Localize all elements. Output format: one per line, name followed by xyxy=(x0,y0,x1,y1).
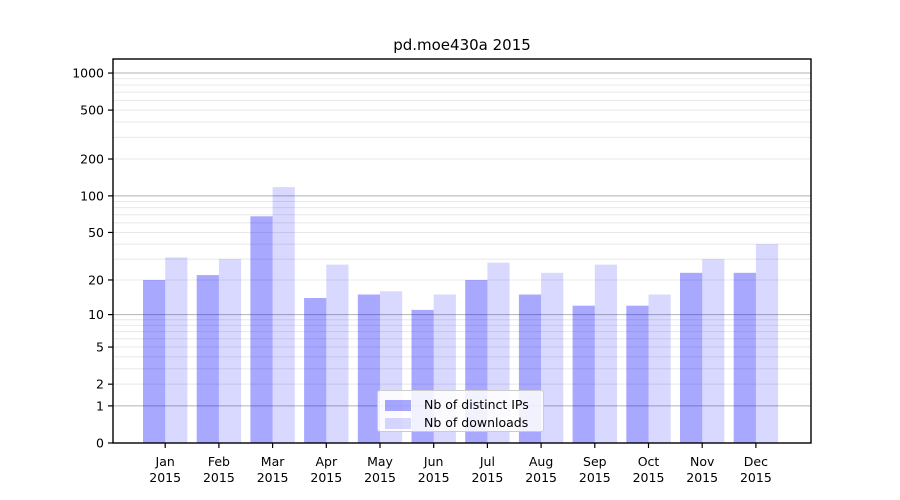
x-tick-label-month: Oct xyxy=(638,454,660,469)
x-tick-label-year: 2015 xyxy=(418,470,450,485)
x-tick-label-month: Feb xyxy=(208,454,230,469)
x-tick-label-month: Mar xyxy=(261,454,285,469)
y-tick-label: 0 xyxy=(96,436,104,451)
bar-ips-apr xyxy=(304,298,327,443)
x-tick-label-month: Aug xyxy=(529,454,553,469)
x-tick-label-year: 2015 xyxy=(257,470,289,485)
legend-swatch-distinct-ips xyxy=(385,400,411,411)
legend-row-distinct-ips: Nb of distinct IPs xyxy=(385,398,543,413)
x-tick-label-year: 2015 xyxy=(364,470,396,485)
y-tick-label: 5 xyxy=(96,340,104,355)
axes-frame xyxy=(112,58,812,444)
x-tick-label-year: 2015 xyxy=(203,470,235,485)
bar-downloads-jan xyxy=(165,257,188,443)
x-tick-label-month: Jul xyxy=(479,454,495,469)
y-tick-label: 2 xyxy=(96,377,104,392)
bar-downloads-mar xyxy=(272,187,295,443)
x-tick-label-year: 2015 xyxy=(310,470,342,485)
x-tick-label-month: Jan xyxy=(155,454,175,469)
x-tick-label-month: May xyxy=(367,454,393,469)
legend-row-downloads: Nb of downloads xyxy=(385,416,543,431)
x-tick-label-month: Jun xyxy=(423,454,444,469)
x-tick-label-month: Sep xyxy=(583,454,607,469)
bar-downloads-apr xyxy=(326,264,349,443)
x-tick-label-year: 2015 xyxy=(525,470,557,485)
bar-ips-nov xyxy=(680,272,703,443)
y-tick-label: 500 xyxy=(80,103,104,118)
bar-downloads-nov xyxy=(702,259,725,443)
y-tick-label: 50 xyxy=(88,225,104,240)
x-tick-label-year: 2015 xyxy=(633,470,665,485)
x-tick-label-year: 2015 xyxy=(579,470,611,485)
x-tick-label-year: 2015 xyxy=(686,470,718,485)
bar-ips-sep xyxy=(572,305,595,443)
x-tick-label-month: Apr xyxy=(315,454,337,469)
x-tick-label-month: Nov xyxy=(690,454,715,469)
legend-label-downloads: Nb of downloads xyxy=(424,415,529,431)
y-tick-label: 200 xyxy=(80,152,104,167)
bar-downloads-oct xyxy=(648,294,671,443)
bar-downloads-sep xyxy=(594,264,617,443)
y-tick-label: 1000 xyxy=(72,66,104,81)
legend-label-distinct-ips: Nb of distinct IPs xyxy=(424,397,529,413)
bar-downloads-aug xyxy=(541,272,564,443)
x-tick-label-year: 2015 xyxy=(471,470,503,485)
x-tick-label-year: 2015 xyxy=(149,470,181,485)
bar-ips-oct xyxy=(626,305,649,443)
chart-title: pd.moe430a 2015 xyxy=(393,36,531,54)
x-tick-label-year: 2015 xyxy=(740,470,772,485)
bar-ips-may xyxy=(357,294,380,443)
legend-swatch-downloads xyxy=(385,418,411,429)
bar-ips-dec xyxy=(733,272,756,443)
bar-downloads-feb xyxy=(218,259,242,443)
y-tick-label: 100 xyxy=(80,188,104,203)
y-tick-label: 10 xyxy=(88,307,104,322)
y-tick-label: 1 xyxy=(96,398,104,413)
bar-ips-jan xyxy=(143,280,166,443)
legend: Nb of distinct IPs Nb of downloads xyxy=(377,390,544,432)
bar-ips-feb xyxy=(196,275,219,443)
bar-downloads-dec xyxy=(755,244,779,443)
y-tick-label: 20 xyxy=(88,272,104,287)
bar-ips-mar xyxy=(250,216,273,443)
x-tick-label-month: Dec xyxy=(744,454,768,469)
